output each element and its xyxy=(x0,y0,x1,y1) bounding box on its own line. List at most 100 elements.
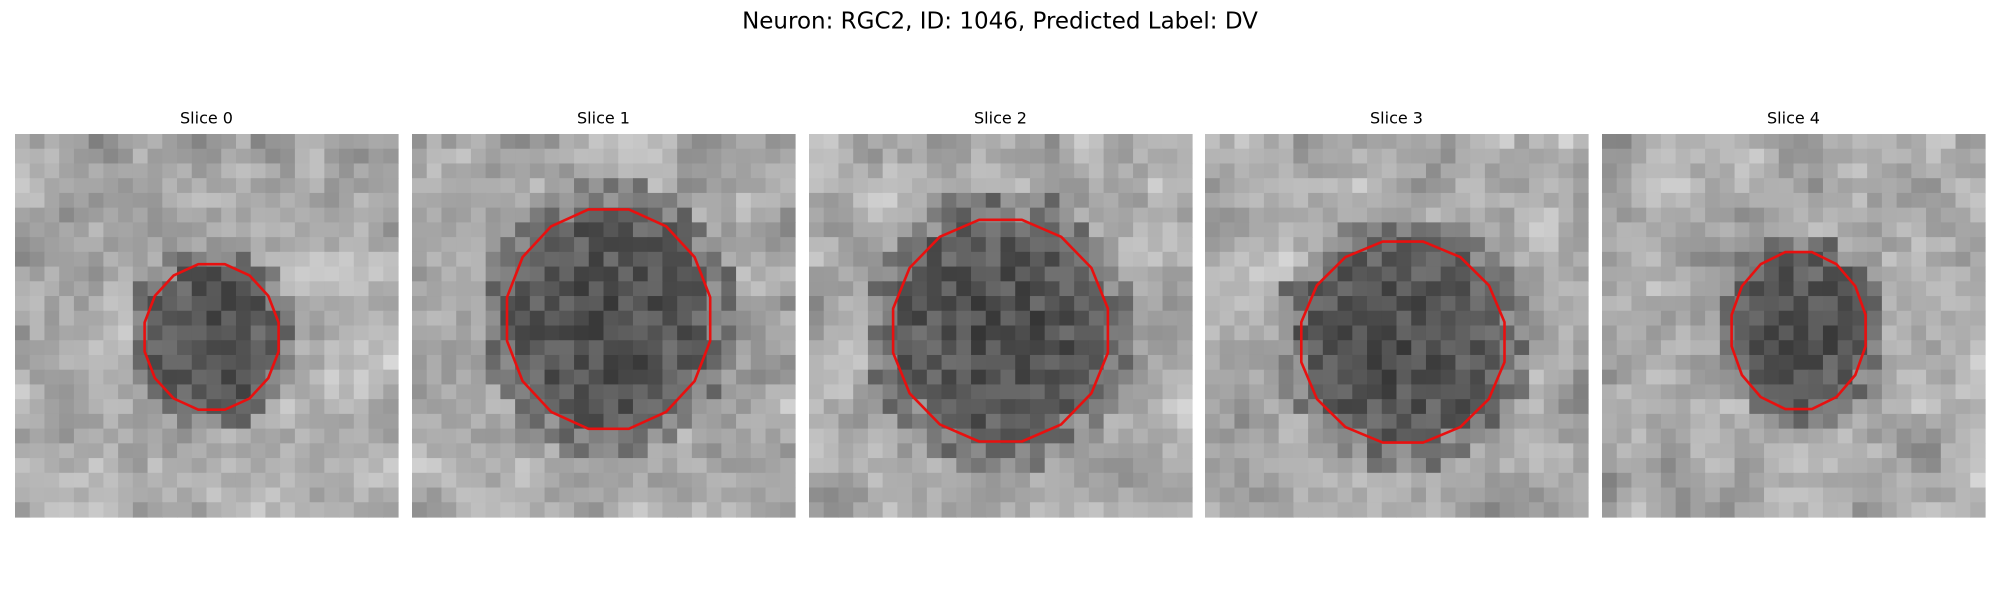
pixel xyxy=(647,178,664,194)
pixel xyxy=(809,325,825,341)
pixel xyxy=(280,266,296,282)
pixel xyxy=(191,222,208,238)
pixel xyxy=(147,134,163,150)
pixel xyxy=(1352,178,1368,194)
pixel xyxy=(191,413,208,430)
pixel xyxy=(1263,502,1280,518)
pixel xyxy=(515,192,531,209)
pixel xyxy=(44,399,60,415)
pixel xyxy=(1529,178,1545,194)
pixel xyxy=(750,163,767,179)
pixel xyxy=(1059,163,1075,179)
pixel xyxy=(912,178,928,194)
pixel xyxy=(926,502,943,518)
pixel xyxy=(882,251,898,268)
pixel xyxy=(1646,192,1662,209)
pixel xyxy=(441,148,457,165)
pixel xyxy=(1749,310,1765,327)
pixel xyxy=(1852,163,1868,179)
pixel xyxy=(529,310,546,327)
pixel xyxy=(250,296,267,312)
pixel xyxy=(470,443,487,459)
pixel xyxy=(1293,443,1309,459)
pixel xyxy=(1631,472,1647,489)
pixel xyxy=(1558,354,1574,371)
pixel xyxy=(118,487,134,503)
pixel xyxy=(1808,487,1824,503)
pixel xyxy=(1352,384,1368,400)
pixel xyxy=(309,487,325,503)
pixel xyxy=(441,502,457,518)
pixel xyxy=(1234,458,1250,474)
pixel xyxy=(1103,487,1119,503)
pixel xyxy=(1822,384,1839,400)
pixel xyxy=(1118,384,1134,400)
pixel xyxy=(1322,178,1339,194)
pixel xyxy=(1529,296,1545,312)
pixel xyxy=(1219,163,1236,179)
pixel xyxy=(1778,296,1795,312)
pixel xyxy=(1514,134,1530,150)
pixel xyxy=(1926,281,1942,297)
pixel xyxy=(15,399,31,415)
pixel xyxy=(103,237,119,253)
pixel xyxy=(1308,148,1324,165)
pixel xyxy=(1602,354,1618,371)
pixel xyxy=(1719,148,1736,165)
pixel xyxy=(1749,222,1765,238)
pixel xyxy=(1029,148,1046,165)
pixel xyxy=(1147,207,1164,223)
pixel xyxy=(1133,134,1149,150)
pixel xyxy=(1293,502,1309,518)
pixel xyxy=(1970,443,1986,459)
pixel xyxy=(1514,472,1530,489)
pixel xyxy=(383,340,399,356)
pixel xyxy=(44,384,60,400)
pixel xyxy=(882,222,898,238)
pixel xyxy=(1970,354,1986,371)
pixel xyxy=(721,340,737,356)
pixel xyxy=(1103,251,1119,268)
pixel xyxy=(618,134,634,150)
pixel xyxy=(750,399,767,415)
pixel xyxy=(265,163,281,179)
pixel xyxy=(662,296,678,312)
pixel xyxy=(339,251,355,268)
pixel xyxy=(191,163,208,179)
pixel xyxy=(441,458,457,474)
pixel xyxy=(470,222,487,238)
pixel xyxy=(1103,178,1119,194)
pixel xyxy=(280,281,296,297)
pixel xyxy=(1749,399,1765,415)
pixel xyxy=(838,134,854,150)
pixel xyxy=(1381,399,1398,415)
pixel xyxy=(309,340,325,356)
pixel xyxy=(1293,148,1309,165)
pixel xyxy=(1543,413,1560,430)
pixel xyxy=(544,340,560,356)
pixel xyxy=(1015,325,1031,341)
pixel xyxy=(1029,296,1046,312)
pixel xyxy=(29,487,46,503)
pixel xyxy=(1118,222,1134,238)
pixel xyxy=(191,443,208,459)
pixel xyxy=(368,502,384,518)
pixel xyxy=(1529,207,1545,223)
pixel xyxy=(1852,443,1868,459)
pixel xyxy=(1133,222,1149,238)
pixel xyxy=(1059,296,1075,312)
pixel xyxy=(912,296,928,312)
pixel xyxy=(765,443,781,459)
pixel xyxy=(1955,281,1971,297)
pixel xyxy=(1308,502,1324,518)
pixel xyxy=(1162,369,1178,386)
pixel xyxy=(1970,502,1986,518)
pixel xyxy=(1896,192,1912,209)
pixel xyxy=(1529,354,1545,371)
pixel xyxy=(177,369,193,386)
pixel xyxy=(1059,502,1075,518)
pixel xyxy=(1133,192,1149,209)
pixel xyxy=(823,266,840,282)
pixel xyxy=(1926,502,1942,518)
pixel xyxy=(309,369,325,386)
